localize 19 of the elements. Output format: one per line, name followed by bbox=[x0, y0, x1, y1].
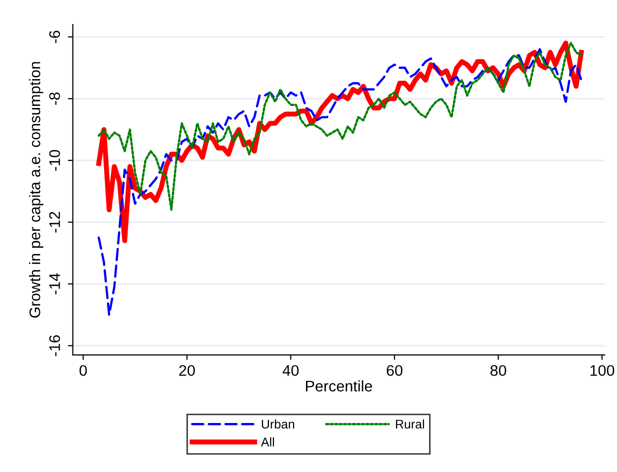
legend-label: Rural bbox=[396, 419, 424, 429]
legend-label: All bbox=[260, 437, 274, 446]
y-tick-label: -12 bbox=[49, 212, 60, 233]
y-axis-title: Growth in per capita a.e. consumption bbox=[29, 62, 44, 318]
x-axis-title: Percentile bbox=[306, 380, 372, 392]
y-tick-label: -6 bbox=[49, 30, 60, 44]
line-series bbox=[98, 48, 582, 316]
y-tick-label: -16 bbox=[49, 335, 60, 356]
x-tick-label: 60 bbox=[386, 365, 402, 376]
x-tick-label: 0 bbox=[80, 365, 87, 376]
line-series bbox=[98, 42, 582, 211]
x-tick-label: 80 bbox=[490, 365, 506, 376]
y-tick-label: -8 bbox=[49, 92, 60, 105]
x-tick-label: 40 bbox=[282, 365, 299, 376]
x-tick-label: 20 bbox=[179, 365, 195, 376]
y-tick-label: -14 bbox=[49, 273, 60, 294]
legend-label: Urban bbox=[262, 419, 294, 429]
y-tick-label: -10 bbox=[49, 150, 60, 171]
x-tick-label: 100 bbox=[590, 365, 614, 376]
